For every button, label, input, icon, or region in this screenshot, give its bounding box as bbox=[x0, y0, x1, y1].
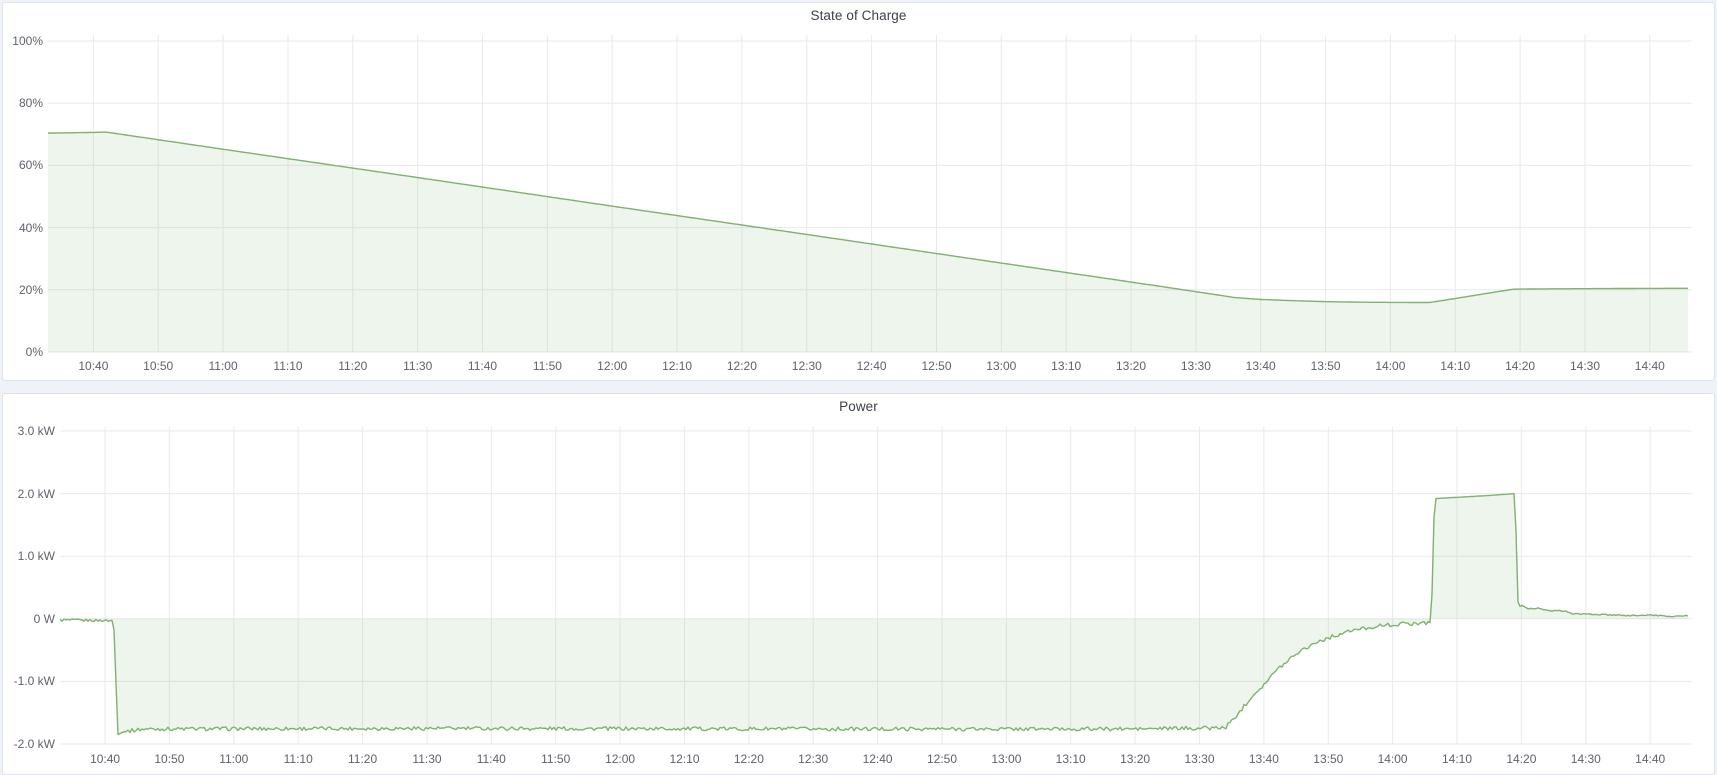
x-tick-label: 13:50 bbox=[1313, 752, 1344, 766]
x-tick-label: 12:40 bbox=[862, 752, 893, 766]
y-tick-label: 40% bbox=[18, 220, 43, 235]
x-tick-label: 11:10 bbox=[283, 752, 313, 766]
x-tick-label: 14:00 bbox=[1375, 359, 1406, 373]
x-tick-label: 12:20 bbox=[726, 359, 757, 373]
y-tick-label: 80% bbox=[18, 96, 43, 111]
x-tick-label: 13:20 bbox=[1120, 752, 1151, 766]
y-tick-label: 3.0 kW bbox=[17, 424, 55, 438]
series-line bbox=[59, 493, 1689, 736]
x-tick-label: 14:10 bbox=[1441, 752, 1473, 766]
x-tick-label: 10:40 bbox=[90, 752, 121, 766]
chart-canvas-0 bbox=[47, 35, 1692, 353]
x-tick-label: 12:00 bbox=[605, 752, 636, 766]
x-tick-label: 11:50 bbox=[532, 359, 562, 373]
panel-title-state-of-charge[interactable]: State of Charge bbox=[810, 8, 907, 23]
x-tick-label: 13:50 bbox=[1310, 359, 1341, 373]
chart-canvas-1 bbox=[59, 427, 1692, 745]
x-tick-label: 12:00 bbox=[597, 359, 628, 373]
x-tick-label: 10:50 bbox=[154, 752, 185, 766]
x-tick-label: 11:00 bbox=[219, 752, 249, 766]
x-tick-label: 13:40 bbox=[1248, 752, 1279, 766]
x-tick-label: 14:20 bbox=[1505, 359, 1536, 373]
x-tick-label: 11:30 bbox=[403, 359, 433, 373]
x-tick-label: 14:40 bbox=[1635, 752, 1666, 766]
x-tick-label: 10:50 bbox=[143, 359, 174, 373]
y-tick-label: 60% bbox=[18, 158, 43, 173]
y-tick-label: 100% bbox=[12, 34, 43, 48]
series-area bbox=[60, 493, 1688, 735]
x-tick-label: 11:40 bbox=[467, 359, 498, 373]
panel-power: Power 10:40 10:50 11:00 11:10 11:20 11:30 11:4… bbox=[2, 393, 1715, 775]
x-tick-label: 14:20 bbox=[1506, 752, 1537, 766]
x-tick-label: 14:30 bbox=[1569, 359, 1601, 373]
x-tick-label: 12:50 bbox=[926, 752, 958, 766]
y-tick-label: 2.0 kW bbox=[17, 486, 55, 501]
x-tick-label: 12:10 bbox=[662, 359, 693, 373]
x-tick-label: 11:40 bbox=[476, 752, 506, 766]
x-tick-label: 12:40 bbox=[856, 359, 887, 373]
x-tick-label: 11:10 bbox=[273, 359, 303, 373]
x-tick-label: 12:50 bbox=[921, 359, 952, 373]
series-area bbox=[48, 132, 1688, 352]
x-tick-label: 12:30 bbox=[791, 359, 822, 373]
x-tick-label: 13:10 bbox=[1051, 359, 1082, 373]
y-tick-label: -2.0 kW bbox=[13, 737, 55, 751]
y-tick-label: 0 W bbox=[33, 611, 55, 626]
x-tick-label: 14:10 bbox=[1440, 359, 1471, 373]
x-tick-label: 13:20 bbox=[1115, 359, 1147, 373]
x-tick-label: 11:30 bbox=[412, 752, 442, 766]
x-tick-label: 13:10 bbox=[1055, 752, 1086, 766]
x-tick-label: 13:00 bbox=[991, 752, 1022, 766]
x-tick-label: 13:40 bbox=[1245, 359, 1276, 373]
x-tick-label: 14:30 bbox=[1570, 752, 1601, 766]
x-tick-label: 11:50 bbox=[541, 752, 571, 766]
x-tick-label: 12:10 bbox=[669, 752, 700, 766]
panel-state-of-charge: State of Charge 10:40 10:50 11:00 11:10 11:2… bbox=[2, 2, 1715, 381]
y-tick-label: -1.0 kW bbox=[13, 674, 55, 689]
x-tick-label: 14:00 bbox=[1377, 752, 1408, 766]
x-tick-label: 11:20 bbox=[338, 359, 368, 373]
panel-title-power[interactable]: Power bbox=[839, 399, 878, 414]
x-tick-label: 12:30 bbox=[798, 752, 829, 766]
series-line bbox=[47, 131, 1689, 304]
x-tick-label: 13:30 bbox=[1184, 752, 1215, 766]
y-tick-label: 1.0 kW bbox=[17, 549, 55, 564]
x-tick-label: 13:30 bbox=[1180, 359, 1211, 373]
x-tick-label: 14:40 bbox=[1634, 359, 1665, 373]
x-tick-label: 11:00 bbox=[208, 359, 238, 373]
y-tick-label: 0% bbox=[25, 345, 43, 359]
x-tick-label: 13:00 bbox=[986, 359, 1017, 373]
x-tick-label: 11:20 bbox=[348, 752, 378, 766]
y-tick-label: 20% bbox=[18, 282, 43, 297]
x-tick-label: 10:40 bbox=[78, 359, 109, 373]
x-tick-label: 12:20 bbox=[733, 752, 764, 766]
